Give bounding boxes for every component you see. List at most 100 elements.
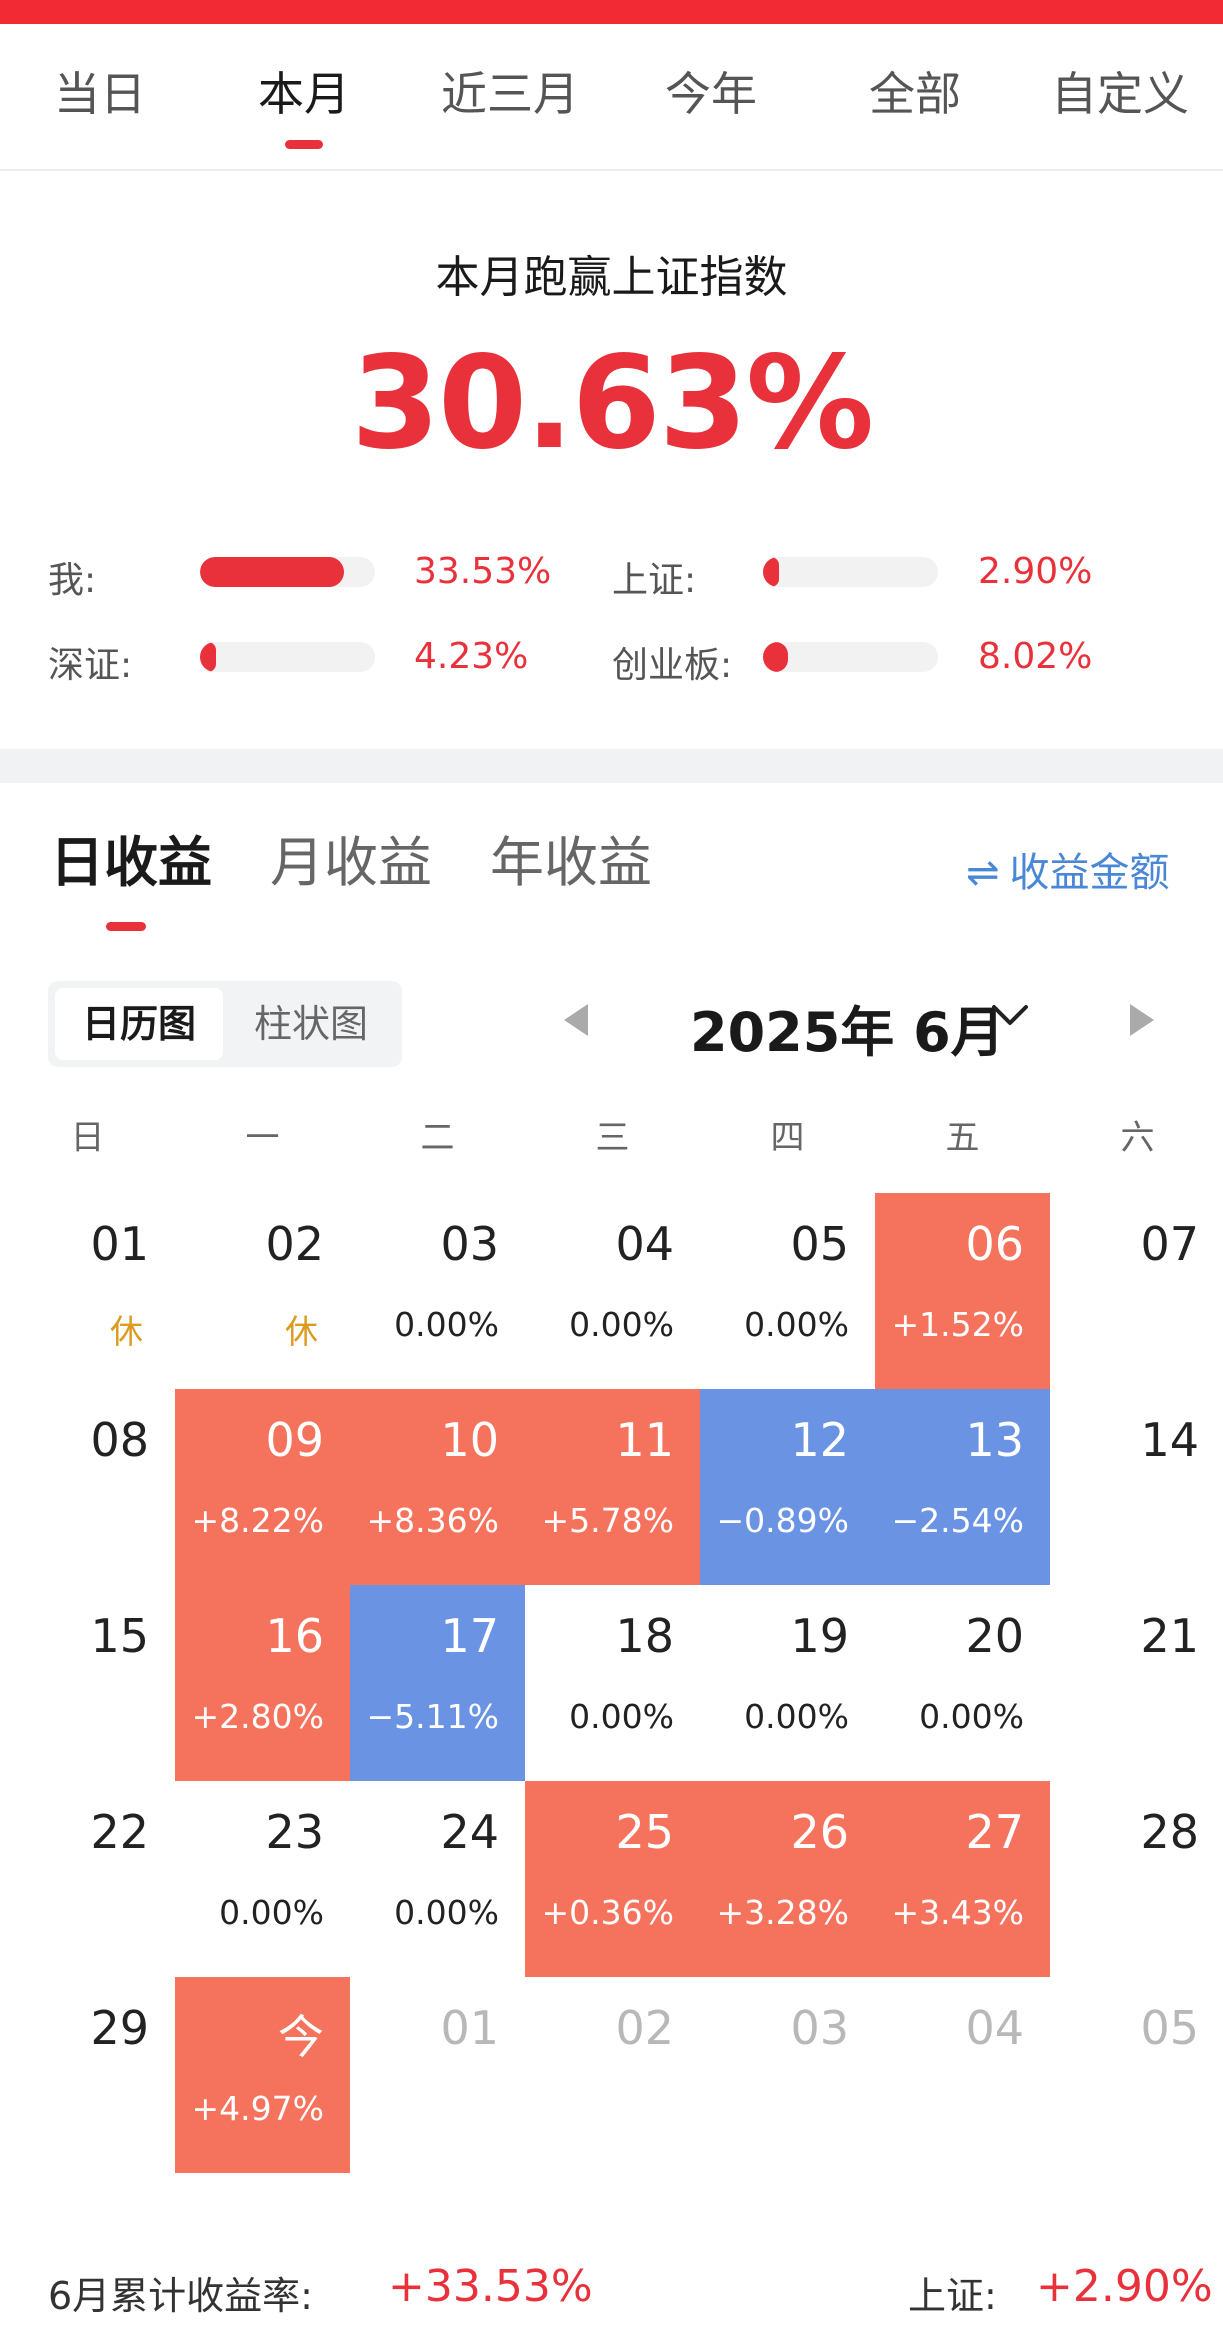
day-number: 07 xyxy=(1140,1217,1199,1271)
index-label: 上证: xyxy=(908,2274,997,2318)
swap-arrows-icon: ⇌ xyxy=(966,850,1000,896)
day-number: 17 xyxy=(440,1609,499,1663)
cmp-bar-sz xyxy=(200,642,375,672)
holiday-mark: 休 xyxy=(110,1312,143,1351)
calendar-day[interactable]: 20 0.00% xyxy=(875,1585,1050,1781)
cmp-value-sh: 2.90% xyxy=(978,551,1093,592)
calendar-grid: 01 休 02 休 03 0.00% 04 0.00% 05 0.00% 06 +1.52% 07 08 0… xyxy=(0,1193,1223,2173)
day-number: 05 xyxy=(1140,2001,1199,2055)
calendar-day[interactable]: 17 −5.11% xyxy=(350,1585,525,1781)
day-return: 0.00% xyxy=(919,1697,1024,1736)
period-tabs: 当日 本月 近三月 今年 全部 自定义 xyxy=(0,24,1223,171)
day-number: 14 xyxy=(1140,1413,1199,1467)
month-label[interactable]: 2025年 6月 xyxy=(690,1001,1005,1064)
calendar-day[interactable]: 22 xyxy=(0,1781,175,1977)
cmp-bar-sh xyxy=(763,557,938,587)
calendar-day[interactable]: 11 +5.78% xyxy=(525,1389,700,1585)
calendar-day[interactable]: 08 xyxy=(0,1389,175,1585)
cmp-bar-fill xyxy=(200,642,216,672)
calendar-day[interactable]: 03 0.00% xyxy=(350,1193,525,1389)
day-number: 15 xyxy=(90,1609,149,1663)
cumulative-label: 6月累计收益率: xyxy=(48,2274,313,2318)
cmp-label-sz: 深证: xyxy=(48,645,133,686)
calendar-day[interactable]: 今 +4.97% xyxy=(175,1977,350,2173)
day-return: −0.89% xyxy=(716,1501,849,1540)
calendar-day[interactable]: 13 −2.54% xyxy=(875,1389,1050,1585)
cmp-value-cyb: 8.02% xyxy=(978,636,1093,677)
day-return: 0.00% xyxy=(219,1893,324,1932)
day-return: +0.36% xyxy=(541,1893,674,1932)
calendar-day[interactable]: 01 休 xyxy=(0,1193,175,1389)
calendar-day[interactable]: 28 xyxy=(1050,1781,1223,1977)
chevron-down-icon[interactable] xyxy=(990,995,1030,1035)
day-number: 03 xyxy=(790,2001,849,2055)
calendar-day[interactable]: 07 xyxy=(1050,1193,1223,1389)
index-value: +2.90% xyxy=(1036,2261,1213,2312)
calendar-day[interactable]: 16 +2.80% xyxy=(175,1585,350,1781)
day-number: 02 xyxy=(265,1217,324,1271)
day-number: 02 xyxy=(615,2001,674,2055)
cumulative-value: +33.53% xyxy=(388,2261,593,2312)
calendar-day-other-month: 04 xyxy=(875,1977,1050,2173)
day-return: +8.22% xyxy=(191,1501,324,1540)
holiday-mark: 休 xyxy=(285,1312,318,1351)
day-number: 29 xyxy=(90,2001,149,2055)
view-toggle: 日历图 柱状图 xyxy=(48,981,402,1067)
day-return: +3.43% xyxy=(891,1893,1024,1932)
calendar-view-button[interactable]: 日历图 xyxy=(55,988,223,1060)
cmp-value-me: 33.53% xyxy=(414,551,552,592)
calendar-day[interactable]: 19 0.00% xyxy=(700,1585,875,1781)
tab-yearly-earnings[interactable]: 年收益 xyxy=(490,831,652,894)
calendar-day[interactable]: 12 −0.89% xyxy=(700,1389,875,1585)
calendar-day[interactable]: 18 0.00% xyxy=(525,1585,700,1781)
bar-view-button[interactable]: 柱状图 xyxy=(253,1002,368,1046)
calendar-day[interactable]: 23 0.00% xyxy=(175,1781,350,1977)
day-number: 18 xyxy=(615,1609,674,1663)
calendar-day[interactable]: 15 xyxy=(0,1585,175,1781)
day-return: −5.11% xyxy=(366,1697,499,1736)
tab-daily-earnings[interactable]: 日收益 xyxy=(50,831,212,894)
amount-toggle-button[interactable]: ⇌ 收益金额 xyxy=(966,840,1170,898)
next-month-icon[interactable] xyxy=(1130,1004,1154,1036)
calendar-day[interactable]: 25 +0.36% xyxy=(525,1781,700,1977)
tab-custom[interactable]: 自定义 xyxy=(1051,67,1189,121)
prev-month-icon[interactable] xyxy=(564,1004,588,1036)
day-number: 09 xyxy=(265,1413,324,1467)
calendar-day[interactable]: 26 +3.28% xyxy=(700,1781,875,1977)
calendar-day-other-month: 05 xyxy=(1050,1977,1223,2173)
section-divider xyxy=(0,749,1223,783)
calendar-day[interactable]: 24 0.00% xyxy=(350,1781,525,1977)
tab-today[interactable]: 当日 xyxy=(54,67,146,121)
weekday-mon: 一 xyxy=(245,1118,280,1158)
day-number: 25 xyxy=(615,1805,674,1859)
calendar-day[interactable]: 29 xyxy=(0,1977,175,2173)
calendar-day-other-month: 02 xyxy=(525,1977,700,2173)
cmp-value-sz: 4.23% xyxy=(414,636,529,677)
tab-monthly-earnings[interactable]: 月收益 xyxy=(270,831,432,894)
cmp-bar-fill xyxy=(200,557,344,587)
day-number: 26 xyxy=(790,1805,849,1859)
calendar-day[interactable]: 05 0.00% xyxy=(700,1193,875,1389)
calendar-day-other-month: 01 xyxy=(350,1977,525,2173)
calendar-day[interactable]: 27 +3.43% xyxy=(875,1781,1050,1977)
calendar-day[interactable]: 04 0.00% xyxy=(525,1193,700,1389)
tab-this-year[interactable]: 今年 xyxy=(665,67,757,121)
calendar-day[interactable]: 10 +8.36% xyxy=(350,1389,525,1585)
day-return: −2.54% xyxy=(891,1501,1024,1540)
cmp-bar-cyb xyxy=(763,642,938,672)
calendar-day[interactable]: 09 +8.22% xyxy=(175,1389,350,1585)
day-return: +8.36% xyxy=(366,1501,499,1540)
day-number: 01 xyxy=(90,1217,149,1271)
day-return: 0.00% xyxy=(744,1697,849,1736)
day-number: 01 xyxy=(440,2001,499,2055)
calendar-day[interactable]: 21 xyxy=(1050,1585,1223,1781)
tab-three-months[interactable]: 近三月 xyxy=(441,67,579,121)
day-number: 20 xyxy=(965,1609,1024,1663)
tab-this-month[interactable]: 本月 xyxy=(258,67,350,121)
calendar-day[interactable]: 06 +1.52% xyxy=(875,1193,1050,1389)
tab-all[interactable]: 全部 xyxy=(869,67,961,121)
cmp-bar-fill xyxy=(763,557,779,587)
day-return: 0.00% xyxy=(569,1697,674,1736)
calendar-day[interactable]: 14 xyxy=(1050,1389,1223,1585)
calendar-day[interactable]: 02 休 xyxy=(175,1193,350,1389)
